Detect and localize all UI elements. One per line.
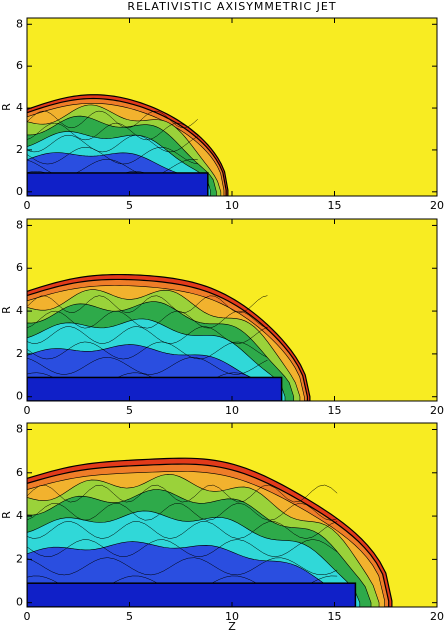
x-tick-label: 15 [328, 610, 342, 623]
y-axis-label: R [0, 511, 13, 519]
figure-title: RELATIVISTIC AXISYMMETRIC JET [127, 0, 336, 13]
x-tick-label: 0 [24, 199, 31, 212]
x-tick-label: 10 [225, 610, 239, 623]
field [27, 18, 437, 196]
x-tick-label: 5 [126, 610, 133, 623]
y-tick-label: 4 [16, 509, 23, 522]
jet-beam [27, 582, 357, 607]
jet-beam [27, 172, 209, 196]
contour-line [27, 484, 338, 503]
y-tick-label: 6 [16, 59, 23, 72]
y-tick-label: 2 [16, 143, 23, 156]
y-tick-label: 0 [16, 596, 23, 609]
contour-line [27, 557, 338, 576]
x-tick-label: 0 [24, 610, 31, 623]
y-tick-label: 2 [16, 552, 23, 565]
y-tick-label: 4 [16, 101, 23, 114]
contour-line [27, 122, 198, 141]
contour-line [27, 326, 268, 344]
y-tick-label: 8 [16, 422, 23, 435]
y-tick-label: 2 [16, 347, 23, 360]
field [27, 219, 437, 401]
jet-beam [27, 376, 283, 401]
x-tick-label: 15 [328, 199, 342, 212]
contour-line [27, 310, 268, 329]
contour-line [27, 521, 338, 539]
contour-line [27, 147, 198, 165]
x-tick-label: 20 [430, 610, 444, 623]
contour-line [27, 134, 198, 153]
contour-line [27, 110, 198, 129]
contour-line [27, 341, 268, 360]
y-tick-label: 6 [16, 466, 23, 479]
contour-line [27, 295, 268, 314]
y-tick-label: 0 [16, 185, 23, 198]
y-axis-label: R [0, 103, 13, 111]
x-tick-label: 20 [430, 199, 444, 212]
field [27, 423, 437, 607]
contour-line [27, 502, 338, 521]
y-tick-label: 6 [16, 261, 23, 274]
x-tick-label: 15 [328, 404, 342, 417]
contour-line [27, 539, 338, 558]
x-tick-label: 5 [126, 404, 133, 417]
x-tick-label: 10 [225, 404, 239, 417]
y-tick-label: 8 [16, 17, 23, 30]
y-axis-label: R [0, 306, 13, 314]
y-tick-label: 0 [16, 390, 23, 403]
x-tick-label: 5 [126, 199, 133, 212]
x-tick-label: 10 [225, 199, 239, 212]
x-axis-label: Z [228, 620, 236, 633]
contour-line [27, 357, 268, 375]
y-tick-label: 4 [16, 304, 23, 317]
y-tick-label: 8 [16, 218, 23, 231]
x-tick-label: 20 [430, 404, 444, 417]
x-tick-label: 0 [24, 404, 31, 417]
